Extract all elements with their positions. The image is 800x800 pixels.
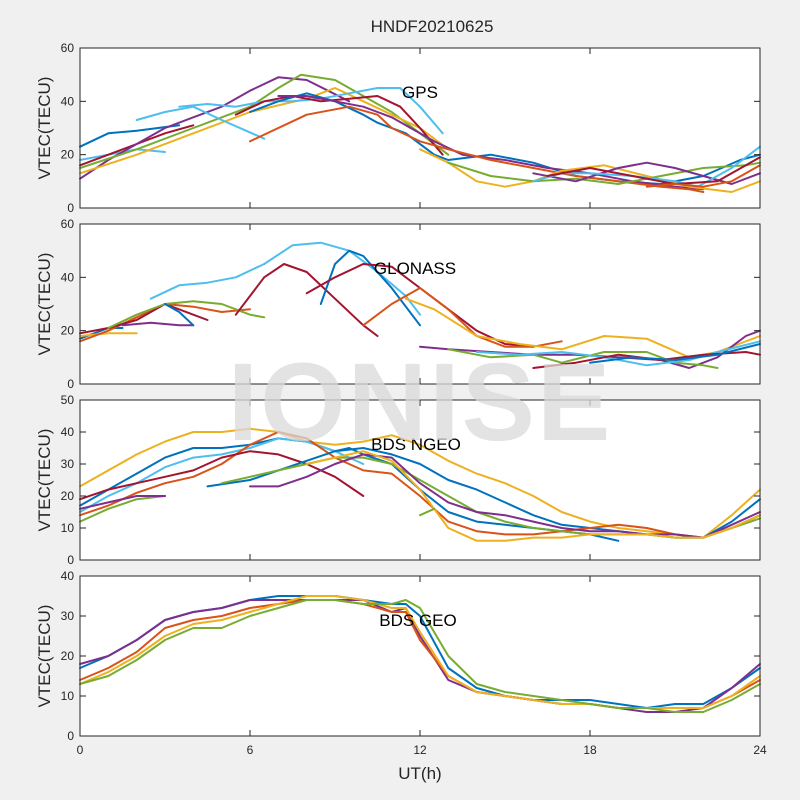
series-line-13	[419, 148, 761, 193]
y-axis-label: VTEC(TECU)	[35, 77, 54, 180]
axes-frame	[79, 399, 761, 561]
series-line-8	[135, 105, 266, 140]
series-line-4	[79, 303, 209, 335]
series-line-5	[79, 450, 365, 501]
series-line-11	[277, 95, 705, 191]
axes-frame	[79, 223, 761, 385]
series-line-7	[164, 303, 195, 327]
y-tick-label: 10	[61, 689, 75, 703]
panel-label: BDS GEO	[379, 611, 456, 630]
panel-bds-ngeo: 0 10 20 30 40 50 VTEC(TECU) BDS NGEO	[35, 393, 761, 567]
y-tick-label: 0	[67, 729, 74, 743]
series-line-11	[305, 450, 761, 542]
x-tick-label: 0	[77, 743, 84, 757]
y-axis-label: VTEC(TECU)	[35, 429, 54, 532]
watermark: IONISE	[228, 341, 613, 464]
x-axis-label: UT(h)	[398, 764, 441, 783]
series-line-7	[79, 495, 166, 510]
figure-title: HNDF20210625	[371, 17, 494, 36]
series-line-18	[645, 164, 761, 188]
panel-gps: 0 20 40 60 VTEC(TECU) GPS	[35, 41, 761, 215]
series-line-2	[79, 599, 761, 713]
panel-label: GPS	[402, 83, 438, 102]
x-tick-label: 12	[413, 743, 427, 757]
y-tick-label: 60	[61, 41, 75, 55]
series-line-6	[79, 495, 166, 523]
y-axis-label: VTEC(TECU)	[35, 253, 54, 356]
panel-glonass: 0 20 40 60 VTEC(TECU) GLONASS	[35, 217, 761, 391]
y-tick-label: 30	[61, 609, 75, 623]
series-line-9	[234, 95, 444, 156]
series-line-10	[319, 249, 421, 327]
x-tick-label: 24	[753, 743, 767, 757]
y-axis-label: VTEC(TECU)	[35, 605, 54, 708]
series-line-5	[79, 599, 761, 713]
y-tick-label: 20	[61, 324, 75, 338]
series-line-2	[79, 332, 138, 337]
y-tick-label: 10	[61, 521, 75, 535]
axes-frame	[79, 47, 761, 209]
y-tick-label: 20	[61, 649, 75, 663]
series-line-5	[107, 300, 266, 329]
series-line-1	[79, 427, 761, 539]
y-tick-label: 0	[67, 201, 74, 215]
series-line-10	[249, 453, 761, 539]
panel-label: GLONASS	[374, 259, 456, 278]
y-tick-label: 60	[61, 217, 75, 231]
series-line-2	[79, 124, 181, 148]
y-tick-label: 50	[61, 393, 75, 407]
panel-label: BDS NGEO	[371, 435, 461, 454]
series-line-6	[79, 87, 450, 175]
series-line-12	[362, 287, 563, 348]
y-tick-label: 0	[67, 553, 74, 567]
series-line-8	[149, 241, 421, 316]
series-line-18	[589, 343, 761, 364]
y-tick-label: 40	[61, 569, 75, 583]
axes-background	[80, 576, 760, 736]
x-tick-label: 18	[583, 743, 597, 757]
panel-bds-geo: 0 10 20 30 40 0 6 12 18 24 VTEC(TECU) BDS GEO	[35, 569, 767, 757]
y-tick-label: 30	[61, 457, 75, 471]
y-tick-label: 20	[61, 148, 75, 162]
y-tick-label: 40	[61, 270, 75, 284]
series-line-6	[121, 321, 195, 327]
series-line-14	[447, 161, 761, 185]
y-tick-label: 20	[61, 489, 75, 503]
axes-frame	[79, 575, 761, 737]
series-line-12	[419, 507, 436, 517]
series-line-4	[79, 431, 761, 539]
x-tick-label: 6	[247, 743, 254, 757]
y-tick-label: 0	[67, 377, 74, 391]
series-line-15	[447, 348, 719, 369]
series-line-17	[546, 156, 761, 185]
y-tick-label: 40	[61, 94, 75, 108]
y-tick-label: 40	[61, 425, 75, 439]
